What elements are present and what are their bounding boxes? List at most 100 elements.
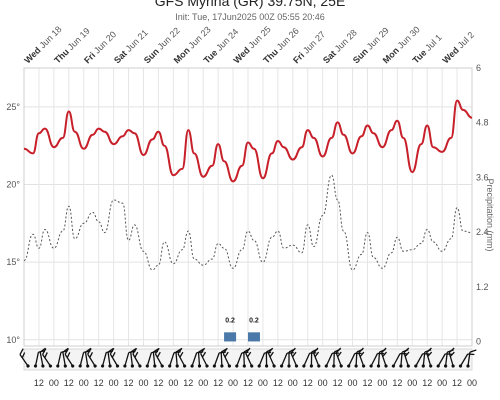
barb-feather [404,351,410,357]
barb-feather [64,348,70,355]
barb-feather [66,352,71,358]
wind-barb [154,347,164,368]
wind-barb [448,347,455,368]
barb-staff [380,352,387,367]
barb-dot [242,364,246,368]
barb-feather [467,353,475,356]
barb-staff [448,352,454,367]
barb-staff [130,352,134,367]
bottom-hour-label: 12 [183,378,193,388]
wind-barb [200,347,209,368]
barb-staff [325,353,333,367]
barb-dot [265,364,269,368]
bottom-hour-label: 12 [422,378,432,388]
barb-dot [414,364,418,368]
barb-dot [257,364,261,368]
wind-barb [132,347,142,368]
wind-barb [257,351,272,368]
barb-dot [93,364,97,368]
barb-dot [212,364,216,368]
barb-dot [324,364,328,368]
barb-staff [425,352,432,367]
bottom-hour-label: 00 [138,378,148,388]
barb-dot [205,364,209,368]
barb-feather [107,347,114,353]
barb-staff [175,351,178,367]
wind-barb [235,351,249,368]
bottom-hour-label: 00 [467,378,477,388]
barb-staff [191,352,198,367]
barb-feather [267,347,274,354]
wind-barb [19,348,30,368]
barb-feather [426,347,432,354]
barb-feather [422,353,430,355]
barb-dot [108,364,112,368]
barb-feather [111,351,116,358]
barb-feather [246,351,252,358]
barb-staff [39,352,44,367]
barb-feather [89,352,94,358]
barb-staff [236,352,243,367]
barb-feather [245,347,251,354]
barb-dot [406,364,410,368]
wind-barb [369,352,385,368]
barb-staff [267,352,275,367]
wind-barb [380,347,388,368]
barb-staff [370,353,379,367]
barb-feather [314,351,320,358]
barb-feather [44,352,48,358]
bottom-hour-label: 00 [168,378,178,388]
barb-dot [71,364,75,368]
barb-dot [48,364,53,368]
wind-barb [347,352,362,368]
precip-bar [224,332,237,342]
barb-feather [313,347,319,354]
barb-feather [403,347,410,354]
barb-staff [303,352,311,367]
wind-barb [42,348,53,368]
barb-feather [224,351,229,358]
barb-dot [429,364,433,368]
barb-staff [107,352,111,367]
barb-staff [220,351,223,367]
barb-feather [287,352,294,354]
barb-dot [339,364,343,368]
wind-barb [425,347,433,368]
barb-dot [86,364,90,368]
precip-bar-label: 0.2 [225,317,235,324]
barb-dot [451,364,455,368]
bottom-hour-label: 12 [213,378,223,388]
barb-feather [332,352,339,354]
barb-feather [39,347,46,353]
barb-dot [317,364,321,368]
barb-staff [437,353,446,367]
temperature-line [23,99,473,183]
barb-staff [124,352,130,367]
barb-dot [130,364,134,368]
barb-feather [156,351,161,358]
barb-dot [183,364,187,368]
barb-dot [391,364,395,368]
left-tick-label: 10° [6,335,20,345]
barb-dot [466,364,470,368]
barb-feather [337,351,342,358]
precip-bar-label: 0.2 [249,317,259,324]
wind-barb [335,347,343,368]
bottom-hour-label: 00 [49,378,59,388]
wind-barb [87,348,97,368]
barb-feather [380,347,387,354]
barb-dot [347,364,351,368]
barb-dot [168,364,172,368]
barb-feather [62,347,69,353]
barb-feather [469,349,477,353]
barb-feather [427,351,433,357]
barb-dot [302,364,306,368]
barb-dot [354,364,358,368]
bottom-hour-label: 12 [94,378,104,388]
right-tick-label: 3.6 [476,172,489,182]
barb-feather [309,352,317,354]
wind-barb [107,347,114,368]
bottom-hour-label: 12 [452,378,462,388]
wind-barb [312,347,321,368]
barb-dot [287,364,291,368]
